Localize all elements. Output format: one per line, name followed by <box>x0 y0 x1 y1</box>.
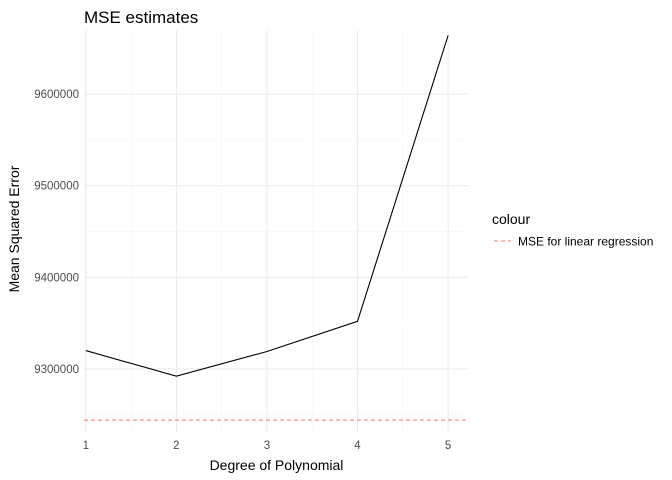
chart-title: MSE estimates <box>84 8 198 27</box>
x-tick-label: 4 <box>354 440 361 452</box>
y-tick-label: 9500000 <box>34 181 79 193</box>
x-tick-label: 5 <box>445 440 451 452</box>
y-tick-label: 9600000 <box>34 89 79 101</box>
legend-label-reference-line: MSE for linear regression <box>518 235 653 249</box>
series-layer <box>85 35 449 377</box>
y-axis-title: Mean Squared Error <box>6 165 22 292</box>
x-tick-label: 2 <box>173 440 179 452</box>
x-tick-label: 3 <box>264 440 270 452</box>
x-axis-title: Degree of Polynomial <box>210 457 344 473</box>
y-tick-labels: 9300000 9400000 9500000 9600000 <box>34 89 79 376</box>
y-tick-label: 9300000 <box>34 364 79 376</box>
legend-title: colour <box>492 211 530 227</box>
x-tick-label: 1 <box>83 440 89 452</box>
x-tick-labels: 1 2 3 4 5 <box>83 440 452 452</box>
series-line <box>85 35 449 377</box>
y-tick-label: 9400000 <box>34 272 79 284</box>
legend: colour MSE for linear regression <box>492 211 653 249</box>
grid <box>84 30 468 433</box>
